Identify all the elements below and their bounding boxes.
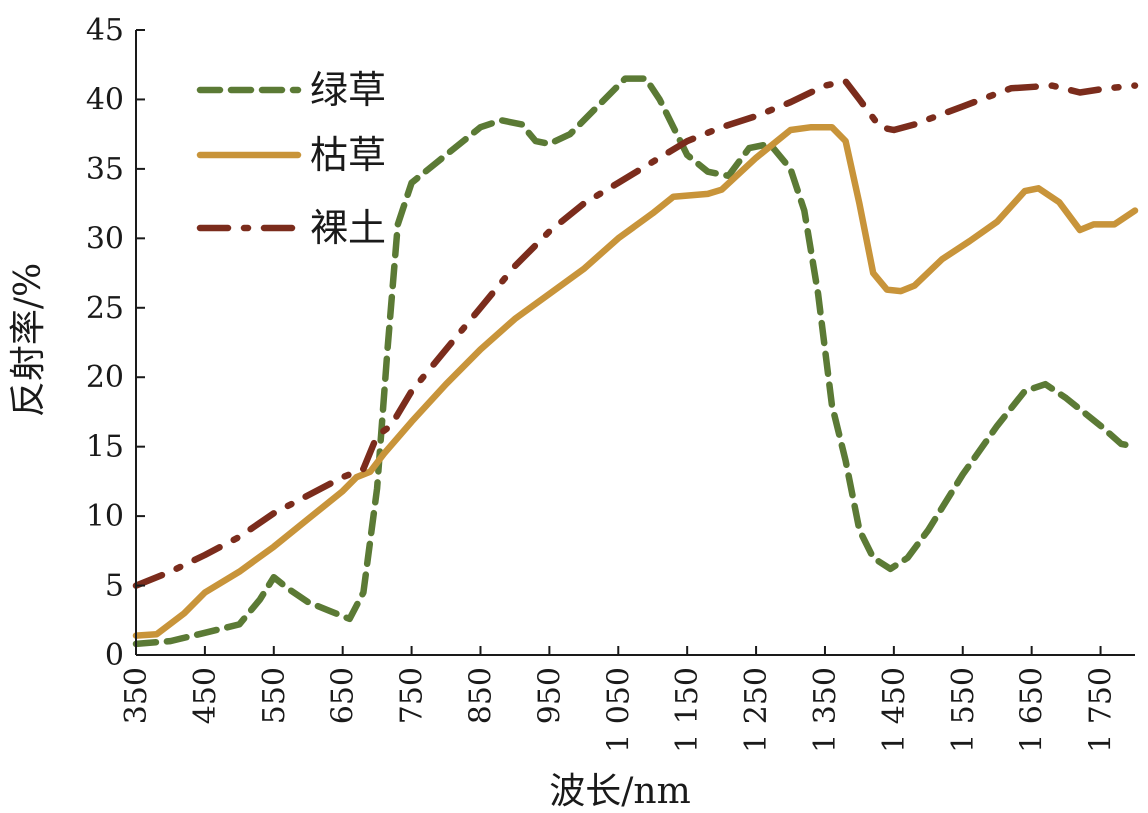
x-tick-label: 1 750 — [1084, 667, 1119, 753]
x-tick-label: 1 350 — [808, 667, 843, 753]
y-tick-label: 20 — [86, 360, 124, 395]
series-line-1 — [132, 123, 1139, 639]
x-tick-label: 1 250 — [739, 667, 774, 753]
x-tick-label: 1 550 — [946, 667, 981, 753]
plot-lines — [132, 75, 1139, 648]
y-tick-label: 35 — [86, 152, 124, 187]
series-line-2 — [132, 78, 1139, 589]
legend-label-0: 绿草 — [310, 68, 386, 112]
x-tick-label: 950 — [532, 667, 567, 724]
y-tick-label: 30 — [86, 221, 124, 256]
y-tick-label: 40 — [86, 82, 124, 117]
x-tick-label: 550 — [257, 667, 292, 724]
y-ticks: 0 5 10 15 20 25 30 35 40 45 — [86, 13, 145, 673]
x-tick-label: 1 150 — [670, 667, 705, 753]
x-ticks: 350 450 550 650 750 850 950 1 050 1 150 1 250 1 35… — [119, 646, 1119, 753]
x-tick-label: 450 — [188, 667, 223, 724]
x-axis-title: 波长/nm — [549, 771, 690, 812]
x-tick-label: 750 — [395, 667, 430, 724]
y-tick-label: 45 — [86, 13, 124, 48]
y-tick-label: 15 — [86, 430, 124, 465]
x-tick-label: 650 — [326, 667, 361, 724]
series-line-0 — [132, 75, 1139, 648]
x-tick-label: 350 — [119, 667, 154, 724]
legend-label-2: 裸土 — [310, 206, 386, 250]
y-tick-label: 10 — [86, 499, 124, 534]
y-tick-label: 5 — [105, 569, 124, 604]
x-tick-label: 850 — [463, 667, 498, 724]
y-axis-title: 反射率/% — [8, 263, 49, 417]
x-tick-label: 1 650 — [1015, 667, 1050, 753]
y-tick-label: 25 — [86, 291, 124, 326]
x-tick-label: 1 050 — [601, 667, 636, 753]
axes — [135, 30, 1135, 656]
legend-label-1: 枯草 — [310, 133, 386, 177]
y-tick-label: 0 — [105, 638, 124, 673]
x-tick-label: 1 450 — [877, 667, 912, 753]
